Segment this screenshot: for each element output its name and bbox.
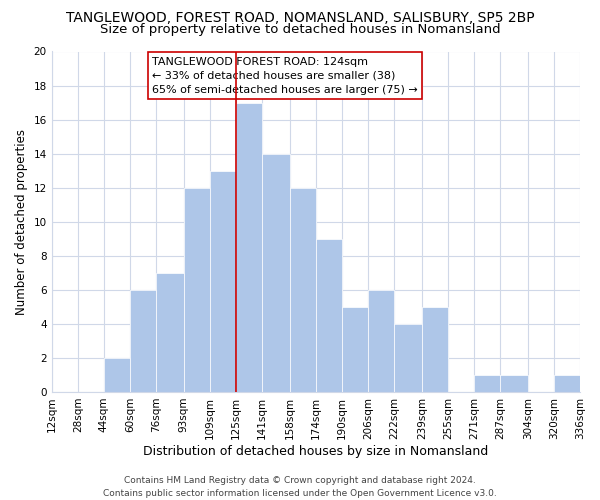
Bar (262, 154, 290, 392)
Bar (104, 358, 130, 392)
Bar (236, 102, 262, 392)
Bar (184, 188, 210, 392)
X-axis label: Distribution of detached houses by size in Nomansland: Distribution of detached houses by size … (143, 444, 488, 458)
Bar (210, 170, 236, 392)
Text: Contains HM Land Registry data © Crown copyright and database right 2024.
Contai: Contains HM Land Registry data © Crown c… (103, 476, 497, 498)
Text: TANGLEWOOD FOREST ROAD: 124sqm
← 33% of detached houses are smaller (38)
65% of : TANGLEWOOD FOREST ROAD: 124sqm ← 33% of … (152, 56, 418, 94)
Text: Size of property relative to detached houses in Nomansland: Size of property relative to detached ho… (100, 22, 500, 36)
Y-axis label: Number of detached properties: Number of detached properties (15, 128, 28, 314)
Text: TANGLEWOOD, FOREST ROAD, NOMANSLAND, SALISBURY, SP5 2BP: TANGLEWOOD, FOREST ROAD, NOMANSLAND, SAL… (65, 12, 535, 26)
Bar (342, 307, 368, 392)
Bar (368, 290, 394, 392)
Bar (554, 375, 580, 392)
Bar (156, 273, 184, 392)
Bar (422, 307, 448, 392)
Bar (316, 239, 342, 392)
Bar (500, 375, 527, 392)
Bar (474, 375, 500, 392)
Bar (290, 188, 316, 392)
Bar (394, 324, 422, 392)
Bar (130, 290, 156, 392)
